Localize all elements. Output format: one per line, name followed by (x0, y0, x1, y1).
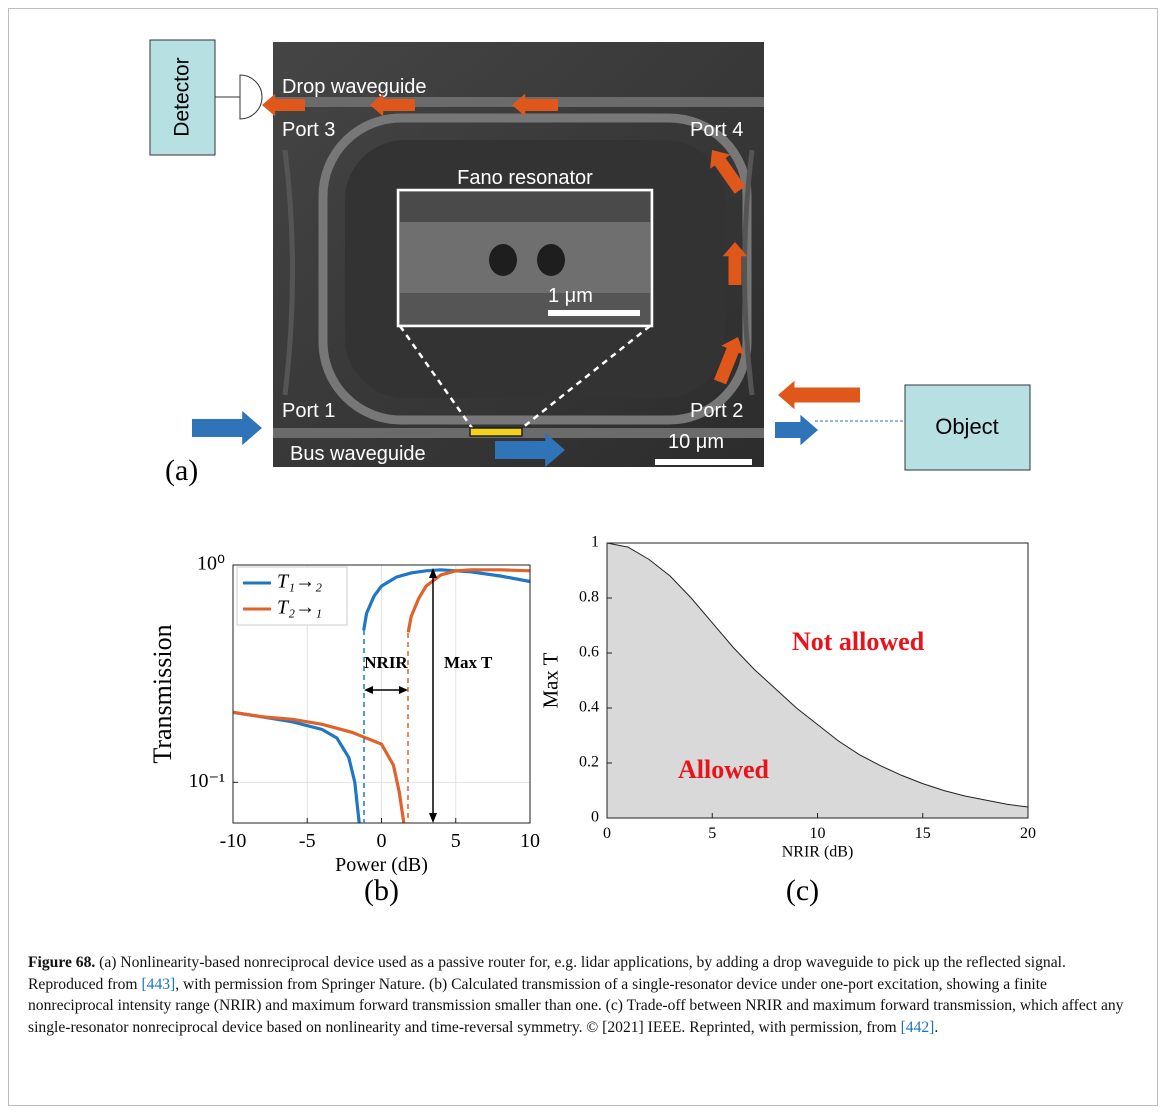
sem-labels: Drop waveguide Port 3 Port 4 Fano resona… (282, 76, 743, 465)
y-tick-label: 0.6 (579, 644, 599, 661)
detector-label: Detector (171, 57, 194, 136)
chart: 0 5 10 15 20 0 0.2 0.4 0.6 0.8 1 NRIR (dB) Max T (c) N… (539, 534, 1036, 907)
x-tick-label: 20 (1020, 825, 1036, 842)
sem-edge (742, 149, 755, 396)
x-tick-label: 10 (810, 825, 826, 842)
detector-box (149, 39, 216, 156)
y-axis-label: Max T (539, 652, 562, 708)
arrow (722, 242, 748, 285)
reference-link[interactable]: [442] (900, 1018, 935, 1036)
arrow (495, 432, 565, 468)
arrow (370, 93, 415, 117)
y-tick-label: 0.8 (579, 589, 599, 606)
label: 10 μm (668, 431, 724, 453)
reference-link[interactable]: [443] (141, 975, 176, 993)
series-line (232, 568, 531, 824)
caption: Figure 68. (a) Nonlinearity-based nonrec… (28, 952, 1133, 1038)
x-tick-label: 5 (451, 830, 461, 852)
figure: Detector Object Drop waveguide Port 3 Po… (148, 39, 1036, 907)
arrow-head (429, 813, 437, 823)
legend-label: T₂→₁ (277, 597, 322, 619)
arrow (512, 93, 558, 117)
annotation: Allowed (678, 755, 770, 784)
arrow (713, 337, 745, 385)
y-tick-label: 10⁰ (197, 553, 225, 575)
label: Fano resonator (457, 167, 593, 189)
x-axis-label: Power (dB) (335, 854, 428, 876)
sem-image (273, 42, 764, 467)
label: Port 4 (690, 119, 743, 141)
arrow (192, 410, 262, 446)
y-tick-label: 10⁻¹ (188, 770, 225, 792)
label: Drop waveguide (282, 76, 427, 98)
arrow-head (429, 568, 437, 578)
x-tick-label: 15 (915, 825, 931, 842)
annotation: Max T (444, 653, 493, 672)
annotation: Not allowed (792, 627, 925, 656)
arrow-head (399, 686, 408, 694)
panel-label: (b) (364, 874, 399, 907)
y-tick-label: 0 (591, 809, 599, 826)
x-tick-label: 0 (603, 825, 611, 842)
x-tick-label: -5 (299, 830, 316, 852)
inset-hole (537, 244, 565, 276)
arrow (262, 93, 305, 117)
x-tick-label: 5 (708, 825, 716, 842)
panel-label: (c) (786, 874, 819, 907)
arrow (710, 150, 746, 194)
legend-label: T₁→₂ (277, 571, 322, 593)
caption-text: , with permission from Springer Nature. … (28, 975, 1124, 1036)
label: 1 μm (548, 285, 593, 307)
sem-edge (282, 149, 295, 396)
arrows (192, 93, 860, 468)
x-tick-label: -10 (220, 830, 247, 852)
annotation: NRIR (364, 653, 408, 672)
series-line (606, 542, 1029, 808)
series-area (607, 543, 1028, 818)
label: Port 3 (282, 119, 335, 141)
x-tick-label: 0 (377, 830, 387, 852)
arrow-head (364, 686, 373, 694)
inset-dark (400, 293, 650, 324)
resonator-marker (469, 427, 523, 437)
inset-dark (400, 192, 650, 222)
y-tick-label: 1 (591, 534, 599, 551)
y-tick-label: 0.4 (579, 699, 599, 716)
x-axis-label: NRIR (dB) (782, 843, 854, 860)
inset-hole (489, 244, 517, 276)
object-box (904, 384, 1031, 471)
scale-bar (655, 459, 752, 465)
zoom-line (398, 325, 474, 429)
caption-text: (a) Nonlinearity-based nonreciprocal dev… (28, 954, 1066, 993)
caption-label: Figure 68. (28, 954, 96, 971)
detector-symbol (239, 74, 263, 120)
x-tick-label: 10 (520, 830, 540, 852)
arrow (778, 380, 860, 410)
label: Bus waveguide (290, 443, 426, 465)
label: Port 2 (690, 400, 743, 422)
chart: -10 -5 0 5 10 10⁻¹ 10⁰ Power (dB) Transmission (b… (148, 553, 540, 907)
y-axis-label: Transmission (148, 624, 177, 763)
label: Port 1 (282, 400, 335, 422)
arrow (775, 414, 818, 446)
figure-frame (8, 8, 1158, 1106)
caption-text: . (934, 1018, 939, 1036)
inset-scale-bar (548, 310, 640, 316)
y-tick-label: 0.2 (579, 754, 599, 771)
panel-label: (a) (165, 454, 198, 487)
zoom-line (521, 325, 651, 429)
legend (236, 566, 348, 626)
object-label: Object (935, 414, 999, 439)
